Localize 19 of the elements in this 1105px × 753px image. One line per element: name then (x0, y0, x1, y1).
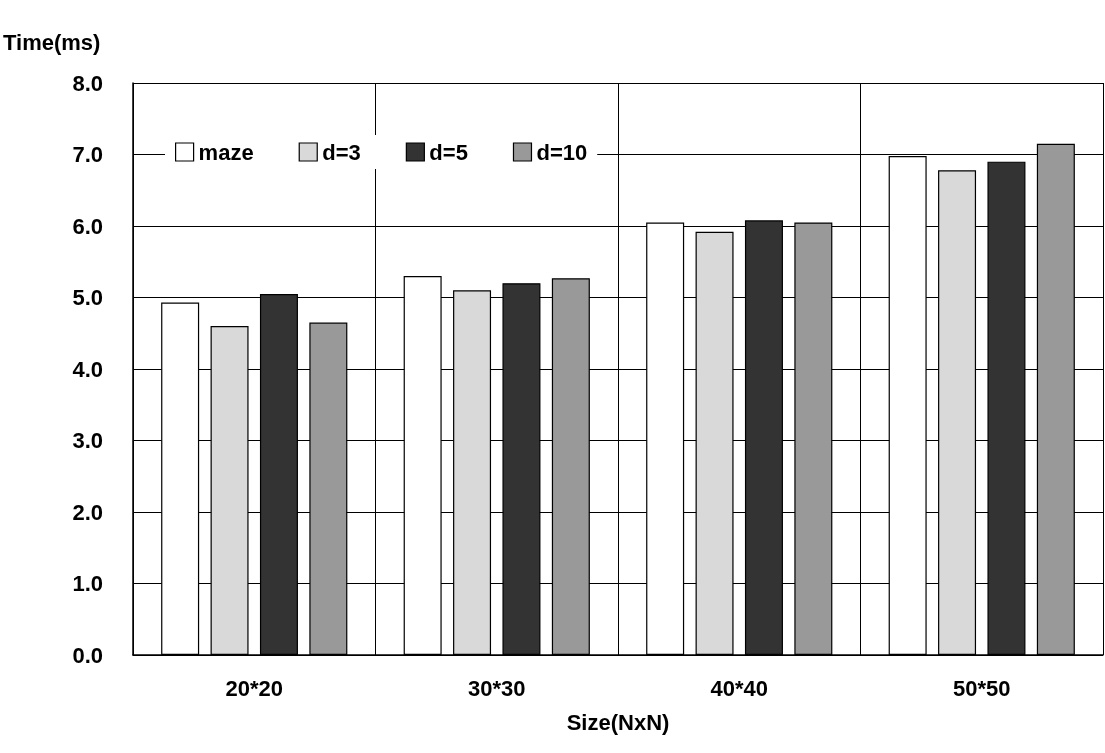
legend-label: d=5 (429, 139, 468, 165)
x-tick-label: 20*20 (225, 675, 284, 701)
y-tick-label: 0.0 (72, 642, 103, 668)
x-tick-label: 40*40 (710, 675, 769, 701)
y-axis-title: Time(ms) (3, 29, 101, 55)
x-tick-label: 50*50 (952, 675, 1011, 701)
y-tick-label: 8.0 (72, 70, 103, 96)
y-tick-label: 2.0 (72, 499, 103, 525)
legend-label: maze (198, 139, 254, 165)
y-tick-label: 3.0 (72, 428, 103, 453)
legend-label: d=10 (536, 139, 588, 165)
y-tick-label: 1.0 (72, 571, 103, 596)
legend-label: d=3 (322, 139, 361, 165)
y-tick-label: 6.0 (72, 213, 103, 239)
x-axis-title: Size(NxN) (566, 709, 670, 735)
x-tick-label: 30*30 (467, 675, 526, 701)
y-tick-label: 4.0 (72, 356, 103, 382)
y-tick-label: 7.0 (72, 142, 103, 167)
y-tick-label: 5.0 (72, 285, 103, 310)
